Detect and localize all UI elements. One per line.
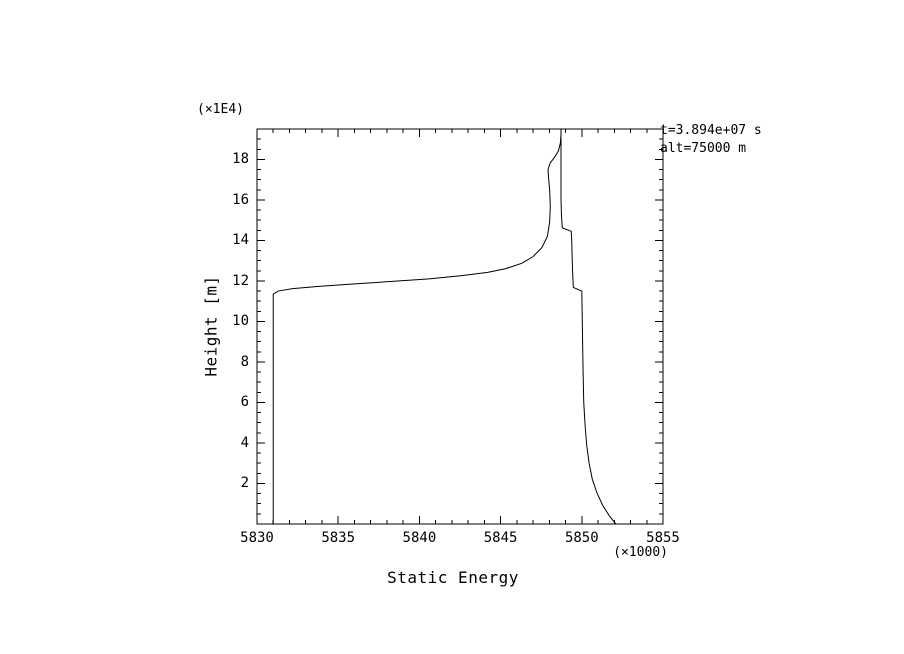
curve-left-branch xyxy=(272,129,562,524)
x-tick-label: 5835 xyxy=(321,530,356,546)
axis-ticks xyxy=(256,128,664,525)
y-tick-label: 8 xyxy=(240,353,249,370)
annotation-time: t=3.894e+07 s xyxy=(660,123,762,138)
x-tick-label: 5840 xyxy=(402,530,437,546)
x-tick-label: 5845 xyxy=(483,530,518,546)
x-tick-label: 5855 xyxy=(646,530,680,546)
y-tick-label: 2 xyxy=(240,475,249,492)
series-curves xyxy=(272,129,617,525)
y-tick-label: 6 xyxy=(240,394,249,411)
plot-frame xyxy=(256,128,664,525)
annotation-altitude: alt=75000 m xyxy=(660,141,747,156)
x-axis-title: Static Energy xyxy=(387,568,519,587)
x-tick-label: 5850 xyxy=(564,530,599,546)
x-axis-unit-label: (×1000) xyxy=(613,545,668,560)
curve-right-branch xyxy=(560,129,617,525)
y-tick-label: 16 xyxy=(232,191,249,208)
y-axis-unit-label: (×1E4) xyxy=(197,102,244,117)
y-tick-label: 18 xyxy=(232,151,249,168)
y-tick-label: 14 xyxy=(232,232,249,249)
y-tick-label: 4 xyxy=(240,434,249,451)
y-tick-label: 12 xyxy=(232,272,249,289)
y-axis-title: Height [m] xyxy=(201,275,221,377)
y-tick-label: 10 xyxy=(232,313,249,330)
x-tick-label: 5830 xyxy=(240,530,274,546)
